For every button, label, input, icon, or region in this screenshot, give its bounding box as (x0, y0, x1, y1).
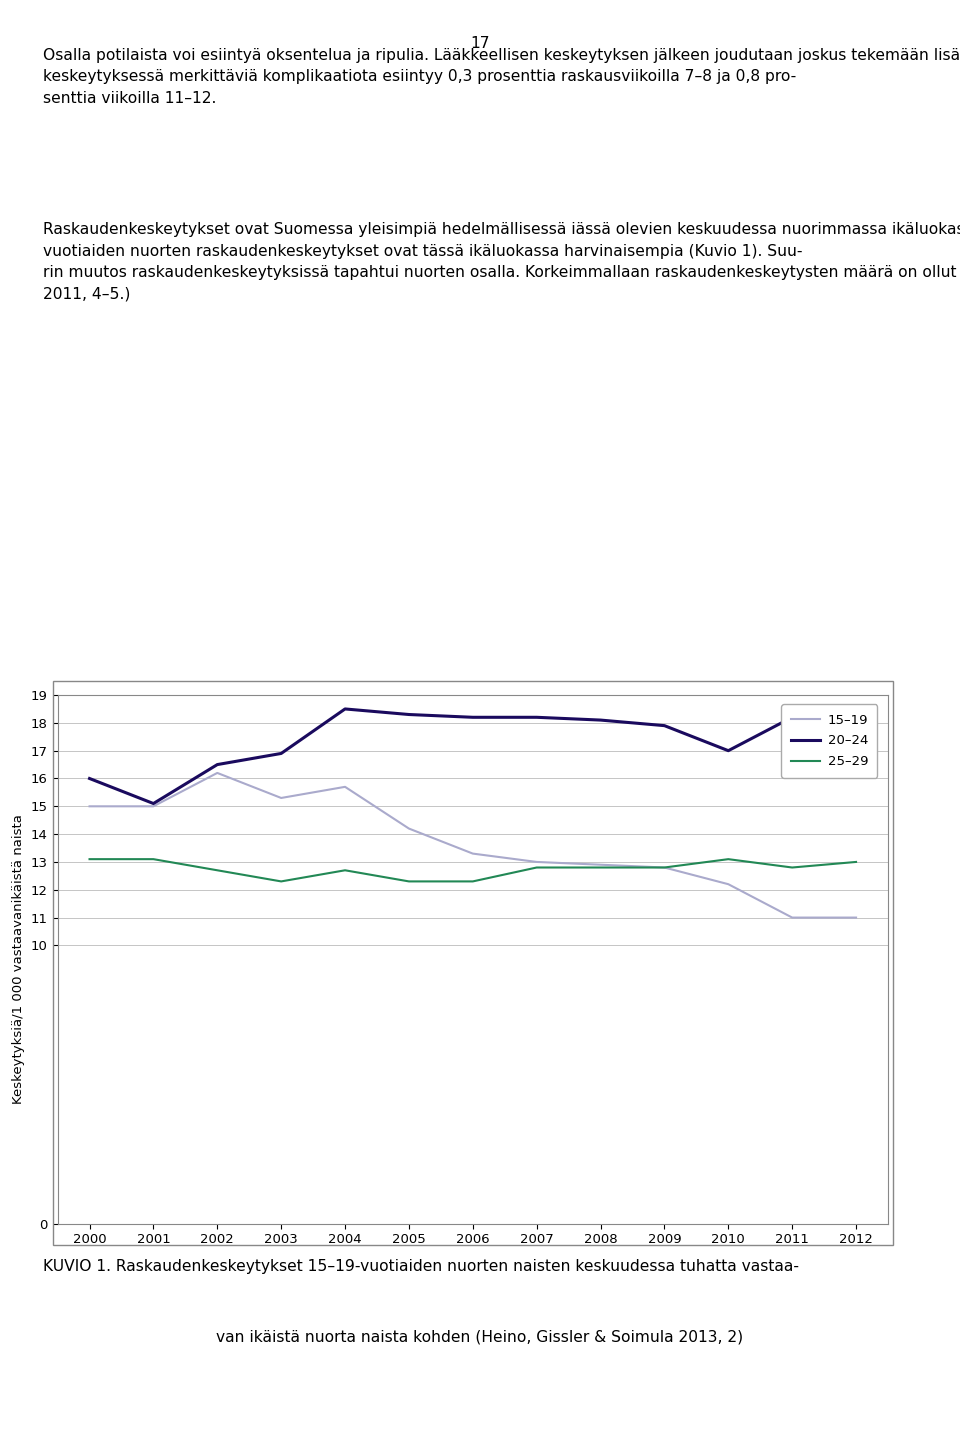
20–24 (84, 770, 95, 788)
25–29 (211, 862, 223, 879)
25–29 (851, 853, 862, 870)
20–24 (468, 708, 479, 725)
Text: KUVIO 1. Raskaudenkeskeytykset 15–19-vuotiaiden nuorten naisten keskuudessa tuha: KUVIO 1. Raskaudenkeskeytykset 15–19-vuo… (43, 1260, 799, 1274)
20–24 (276, 744, 287, 762)
25–29 (468, 873, 479, 891)
25–29 (659, 859, 670, 876)
25–29 (723, 850, 734, 867)
25–29 (339, 862, 350, 879)
15–19 (659, 859, 670, 876)
20–24 (851, 728, 862, 746)
15–19 (531, 853, 542, 870)
20–24 (659, 717, 670, 734)
25–29 (84, 850, 95, 867)
Text: Raskaudenkeskeytykset ovat Suomessa yleisimpiä hedelmällisessä iässä olevien kes: Raskaudenkeskeytykset ovat Suomessa ylei… (43, 222, 960, 301)
25–29 (531, 859, 542, 876)
25–29 (276, 873, 287, 891)
20–24 (403, 705, 415, 723)
15–19 (851, 909, 862, 927)
20–24 (595, 711, 607, 728)
Legend: 15–19, 20–24, 25–29: 15–19, 20–24, 25–29 (781, 704, 877, 778)
Line: 25–29: 25–29 (89, 859, 856, 882)
15–19 (211, 765, 223, 782)
15–19 (468, 846, 479, 863)
15–19 (339, 778, 350, 795)
Line: 15–19: 15–19 (89, 773, 856, 918)
20–24 (211, 756, 223, 773)
Y-axis label: Keskeytyksiä/1 000 vastaavanikäistä naista: Keskeytyksiä/1 000 vastaavanikäistä nais… (12, 814, 25, 1105)
25–29 (595, 859, 607, 876)
15–19 (595, 856, 607, 873)
15–19 (84, 798, 95, 815)
20–24 (723, 741, 734, 759)
20–24 (148, 795, 159, 812)
Text: van ikäistä nuorta naista kohden (Heino, Gissler & Soimula 2013, 2): van ikäistä nuorta naista kohden (Heino,… (216, 1329, 744, 1345)
Line: 20–24: 20–24 (89, 710, 856, 804)
25–29 (786, 859, 798, 876)
15–19 (148, 798, 159, 815)
25–29 (148, 850, 159, 867)
Text: Osalla potilaista voi esiintyä oksentelua ja ripulia. Lääkkeellisen keskeytyksen: Osalla potilaista voi esiintyä oksentelu… (43, 48, 960, 106)
20–24 (339, 701, 350, 718)
15–19 (403, 820, 415, 837)
Text: 17: 17 (470, 36, 490, 51)
20–24 (531, 708, 542, 725)
15–19 (786, 909, 798, 927)
15–19 (723, 876, 734, 893)
25–29 (403, 873, 415, 891)
15–19 (276, 789, 287, 807)
20–24 (786, 708, 798, 725)
